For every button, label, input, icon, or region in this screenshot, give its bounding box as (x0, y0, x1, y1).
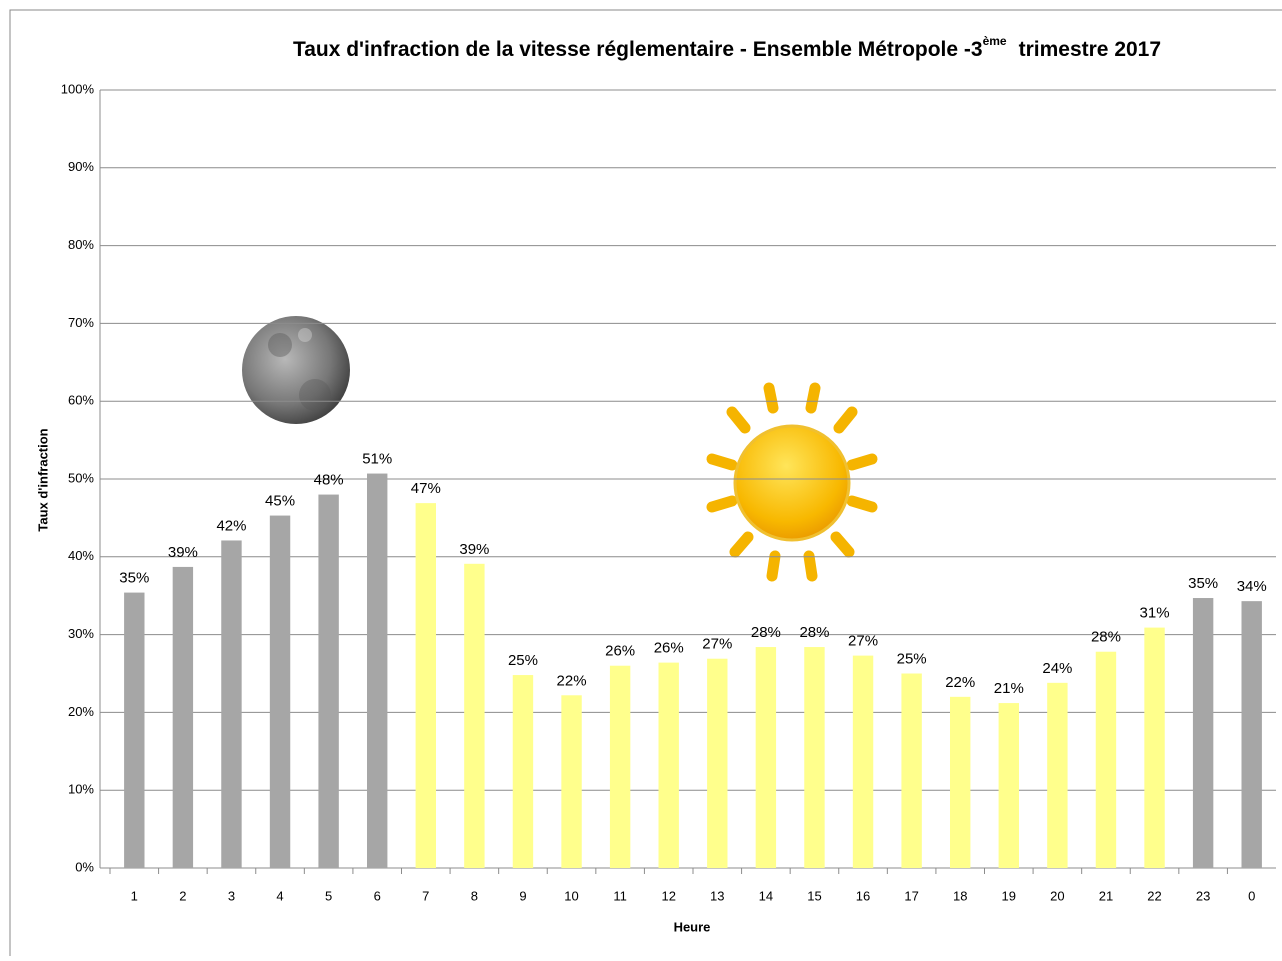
bar (124, 593, 144, 868)
bar (999, 703, 1019, 868)
value-label: 42% (216, 517, 246, 534)
x-tick-label: 1 (131, 888, 138, 903)
y-tick-label: 90% (68, 159, 94, 174)
x-tick-label: 7 (422, 888, 429, 903)
x-tick-label: 16 (856, 888, 870, 903)
value-label: 31% (1140, 605, 1170, 622)
bar (513, 675, 533, 868)
value-label: 25% (508, 652, 538, 669)
bar (1096, 652, 1116, 868)
bar (610, 666, 630, 868)
chart: Taux d'infraction de la vitesse réglemen… (0, 0, 1282, 956)
x-tick-label: 11 (613, 888, 627, 903)
value-label: 27% (848, 633, 878, 650)
bar (221, 540, 241, 868)
x-tick-label: 12 (661, 888, 675, 903)
x-tick-label: 15 (807, 888, 821, 903)
x-tick-label: 8 (471, 888, 478, 903)
bar (173, 567, 193, 868)
value-label: 22% (557, 672, 587, 689)
moon-icon (242, 316, 350, 424)
value-label: 27% (702, 636, 732, 653)
x-tick-label: 21 (1099, 888, 1113, 903)
bar (756, 647, 776, 868)
sun-icon (712, 388, 872, 576)
value-label: 22% (945, 674, 975, 691)
bar (270, 516, 290, 868)
value-label: 47% (411, 480, 441, 497)
y-tick-label: 10% (68, 782, 94, 797)
x-tick-label: 13 (710, 888, 724, 903)
x-tick-label: 20 (1050, 888, 1064, 903)
x-tick-label: 18 (953, 888, 967, 903)
bar (367, 474, 387, 868)
bar (1144, 628, 1164, 868)
x-tick-label: 22 (1147, 888, 1161, 903)
x-tick-label: 14 (759, 888, 773, 903)
bar (318, 495, 338, 868)
y-tick-label: 80% (68, 237, 94, 252)
x-tick-label: 23 (1196, 888, 1210, 903)
value-label: 45% (265, 493, 295, 510)
value-label: 26% (654, 640, 684, 657)
x-tick-label: 2 (179, 888, 186, 903)
value-label: 51% (362, 451, 392, 468)
bar (464, 564, 484, 868)
value-label: 24% (1042, 660, 1072, 677)
bar (561, 695, 581, 868)
bar (659, 663, 679, 868)
value-label: 39% (459, 541, 489, 558)
y-tick-label: 50% (68, 470, 94, 485)
y-tick-label: 100% (61, 81, 95, 96)
x-tick-label: 0 (1248, 888, 1255, 903)
x-tick-label: 19 (1002, 888, 1016, 903)
y-tick-label: 0% (75, 859, 94, 874)
value-label: 25% (897, 650, 927, 667)
bar (416, 503, 436, 868)
bar (804, 647, 824, 868)
y-tick-label: 30% (68, 626, 94, 641)
value-label: 21% (994, 680, 1024, 697)
x-tick-label: 9 (519, 888, 526, 903)
bar (707, 659, 727, 868)
value-label: 48% (314, 472, 344, 489)
value-label: 39% (168, 544, 198, 561)
bar (950, 697, 970, 868)
x-tick-label: 17 (904, 888, 918, 903)
y-tick-label: 70% (68, 315, 94, 330)
chart-frame (10, 10, 1282, 956)
value-label: 28% (751, 624, 781, 641)
x-tick-label: 4 (276, 888, 283, 903)
y-tick-label: 20% (68, 704, 94, 719)
y-axis-title: Taux d'infraction (35, 428, 50, 531)
bar (1047, 683, 1067, 868)
y-tick-label: 40% (68, 548, 94, 563)
x-axis-title: Heure (674, 919, 711, 934)
x-tick-label: 5 (325, 888, 332, 903)
value-label: 26% (605, 643, 635, 660)
chart-title: Taux d'infraction de la vitesse réglemen… (293, 34, 1161, 60)
value-label: 28% (1091, 629, 1121, 646)
bar (1193, 598, 1213, 868)
value-label: 35% (1188, 575, 1218, 592)
x-tick-label: 10 (564, 888, 578, 903)
x-tick-label: 6 (374, 888, 381, 903)
value-label: 28% (799, 624, 829, 641)
y-tick-label: 60% (68, 393, 94, 408)
value-label: 35% (119, 570, 149, 587)
bar (901, 674, 921, 869)
x-tick-label: 3 (228, 888, 235, 903)
value-label: 34% (1237, 578, 1267, 595)
bar (1242, 601, 1262, 868)
bar (853, 656, 873, 868)
